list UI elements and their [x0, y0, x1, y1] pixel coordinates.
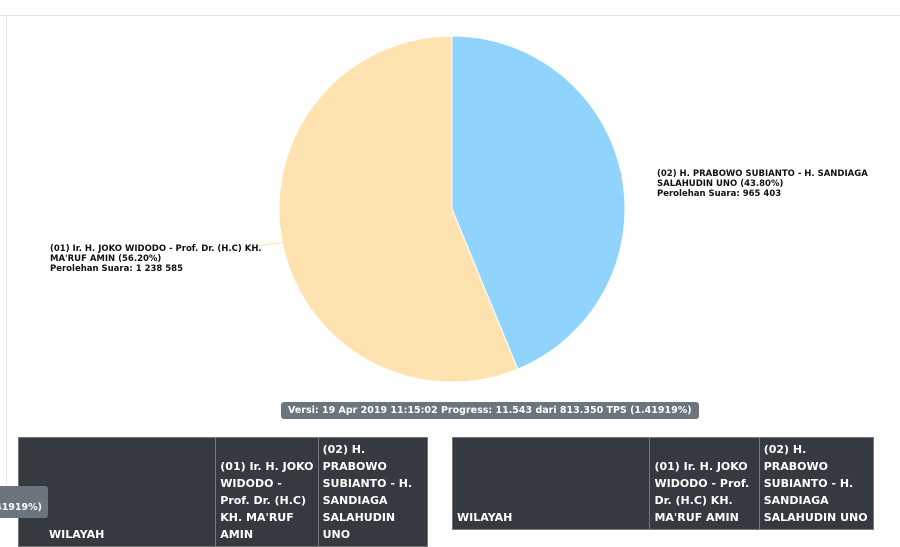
- slice-label: SALAHUDIN UNO (43.80%): [657, 179, 783, 189]
- tooltip: .41919%): [0, 486, 48, 518]
- slice-label: MA'RUF AMIN (56.20%): [50, 254, 161, 264]
- label-connector: [619, 171, 623, 176]
- header-candidate-02[interactable]: (02) H. PRABOWO SUBIANTO - H. SANDIAGA S…: [317, 437, 429, 547]
- results-table-2: WILAYAH (01) Ir. H. JOKO WIDODO - Prof. …: [451, 437, 875, 530]
- version-badge: Versi: 19 Apr 2019 11:15:02 Progress: 11…: [281, 402, 699, 419]
- slice-label: Perolehan Suara: 1 238 585: [50, 264, 183, 274]
- label-connector: [249, 241, 283, 248]
- tooltip-text: .41919%): [0, 502, 42, 513]
- header-wilayah[interactable]: WILAYAH: [17, 437, 217, 547]
- slice-label: Perolehan Suara: 965 403: [657, 189, 781, 199]
- pie-chart: (02) H. PRABOWO SUBIANTO - H. SANDIAGASA…: [50, 35, 868, 383]
- results-table-1: WILAYAH (01) Ir. H. JOKO WIDODO - Prof. …: [17, 437, 429, 547]
- header-candidate-01[interactable]: (01) Ir. H. JOKO WIDODO - Prof. Dr. (H.C…: [215, 437, 319, 547]
- slice-label: (01) Ir. H. JOKO WIDODO - Prof. Dr. (H.C…: [50, 244, 262, 254]
- divider: [6, 16, 7, 516]
- slice-label: (02) H. PRABOWO SUBIANTO - H. SANDIAGA: [657, 169, 868, 179]
- top-bar: [0, 0, 900, 16]
